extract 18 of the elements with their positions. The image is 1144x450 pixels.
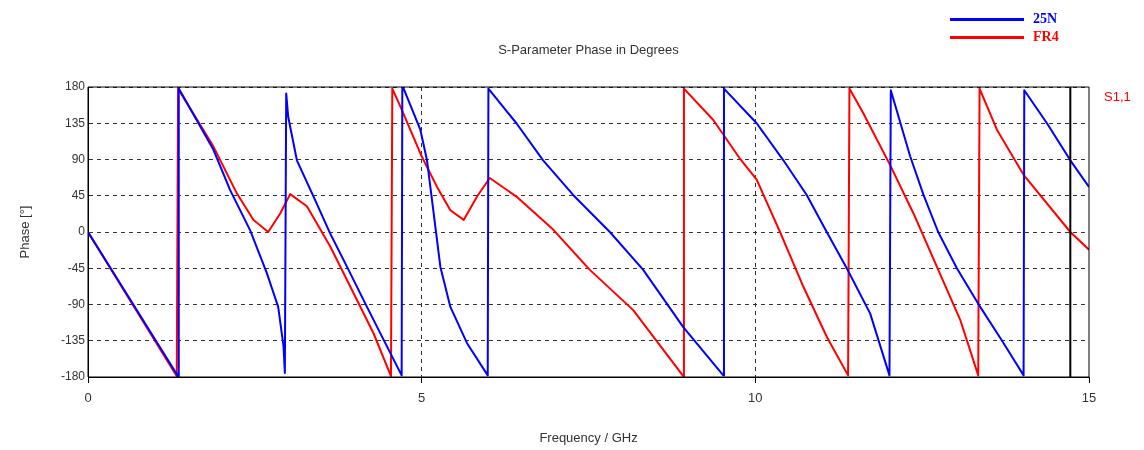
y-tick-label: 90 bbox=[71, 151, 86, 166]
chart-title: S-Parameter Phase in Degrees bbox=[498, 41, 680, 57]
y-tick-label: -135 bbox=[60, 333, 86, 348]
x-tick-label: 5 bbox=[418, 390, 426, 406]
y-tick-label: 135 bbox=[64, 115, 86, 130]
x-tick-label: 10 bbox=[748, 390, 763, 406]
y-tick-label: 0 bbox=[78, 224, 86, 239]
x-axis-title: Frequency / GHz bbox=[539, 429, 638, 445]
y-axis-title: Phase [°] bbox=[16, 205, 32, 259]
y-tick-label: -90 bbox=[67, 296, 86, 311]
y-tick-label: -45 bbox=[67, 260, 86, 275]
text: 25N bbox=[1033, 10, 1058, 28]
text: S1,1 bbox=[1104, 88, 1131, 104]
y-tick-label: 180 bbox=[64, 79, 86, 94]
x-tick-label: 15 bbox=[1081, 390, 1097, 406]
y-tick-label: 45 bbox=[71, 188, 86, 203]
y-tick-label: -180 bbox=[60, 369, 86, 384]
text: FR4 bbox=[1033, 28, 1059, 46]
